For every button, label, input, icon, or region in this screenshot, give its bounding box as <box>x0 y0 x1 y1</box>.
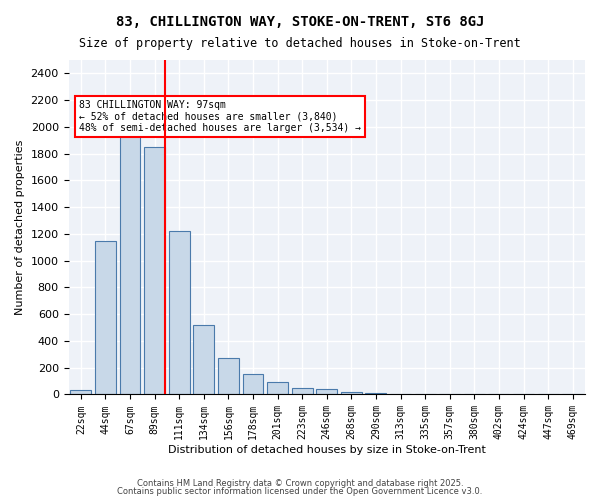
Text: Contains public sector information licensed under the Open Government Licence v3: Contains public sector information licen… <box>118 487 482 496</box>
Text: 83, CHILLINGTON WAY, STOKE-ON-TRENT, ST6 8GJ: 83, CHILLINGTON WAY, STOKE-ON-TRENT, ST6… <box>116 15 484 29</box>
Bar <box>95 240 116 394</box>
Bar <box>341 392 362 394</box>
X-axis label: Distribution of detached houses by size in Stoke-on-Trent: Distribution of detached houses by size … <box>168 445 486 455</box>
Bar <box>267 382 288 394</box>
Bar <box>144 147 165 394</box>
Bar <box>218 358 239 394</box>
Bar <box>242 374 263 394</box>
Bar <box>193 325 214 394</box>
Text: Size of property relative to detached houses in Stoke-on-Trent: Size of property relative to detached ho… <box>79 38 521 51</box>
Y-axis label: Number of detached properties: Number of detached properties <box>15 140 25 315</box>
Bar <box>292 388 313 394</box>
Bar <box>316 389 337 394</box>
Bar <box>70 390 91 394</box>
Text: Contains HM Land Registry data © Crown copyright and database right 2025.: Contains HM Land Registry data © Crown c… <box>137 478 463 488</box>
Text: 83 CHILLINGTON WAY: 97sqm
← 52% of detached houses are smaller (3,840)
48% of se: 83 CHILLINGTON WAY: 97sqm ← 52% of detac… <box>79 100 361 134</box>
Bar <box>119 132 140 394</box>
Bar <box>169 231 190 394</box>
